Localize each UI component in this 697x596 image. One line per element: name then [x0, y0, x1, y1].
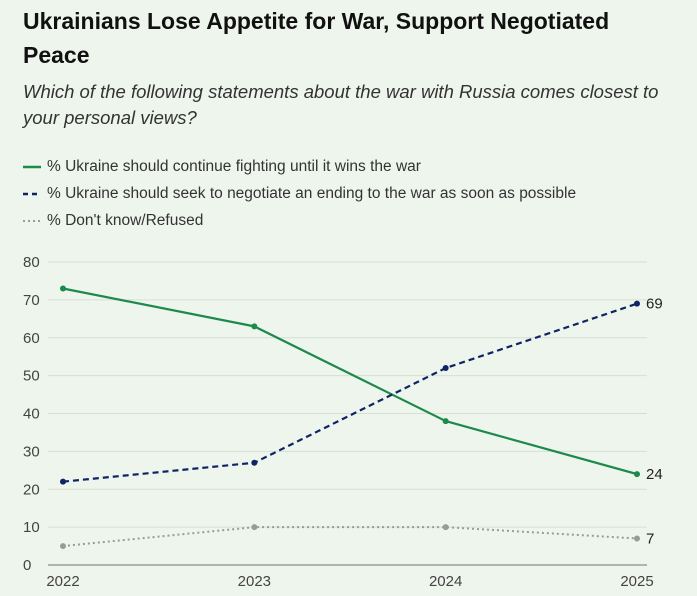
- data-point-dontknow: [442, 524, 449, 531]
- data-point-negotiate: [634, 300, 640, 307]
- x-tick-label: 2023: [238, 573, 271, 590]
- series-line-negotiate: [62, 302, 638, 483]
- y-tick-label: 30: [23, 443, 40, 460]
- legend-item-dontknow: % Don't know/Refused: [23, 207, 576, 234]
- data-point-fight: [251, 323, 258, 330]
- legend: % Ukraine should continue fighting until…: [23, 153, 576, 234]
- data-point-dontknow: [60, 543, 66, 550]
- data-point-fight: [60, 285, 66, 292]
- x-tick-label: 2025: [620, 573, 653, 590]
- chart-subtitle: Which of the following statements about …: [23, 81, 659, 128]
- end-label-fight: 24: [646, 466, 663, 483]
- y-tick-label: 50: [23, 368, 40, 385]
- legend-item-negotiate: % Ukraine should seek to negotiate an en…: [23, 180, 576, 207]
- legend-swatch-solid-icon: [23, 165, 45, 169]
- legend-swatch-dashed-icon: [23, 192, 45, 196]
- legend-label-fight: % Ukraine should continue fighting until…: [47, 157, 421, 175]
- data-point-negotiate: [251, 459, 258, 466]
- data-point-dontknow: [634, 535, 640, 542]
- y-tick-label: 0: [23, 557, 31, 574]
- data-point-fight: [634, 471, 640, 478]
- y-tick-label: 80: [23, 254, 40, 271]
- legend-label-negotiate: % Ukraine should seek to negotiate an en…: [47, 184, 577, 202]
- legend-item-fight: % Ukraine should continue fighting until…: [23, 153, 576, 180]
- x-tick-label: 2022: [46, 573, 79, 590]
- legend-swatch-dotted-icon: [23, 219, 45, 223]
- y-tick-label: 10: [23, 519, 40, 536]
- series-line-dontknow: [62, 526, 638, 548]
- series-line-fight: [62, 287, 638, 476]
- data-point-negotiate: [442, 365, 449, 372]
- x-tick-label: 2024: [429, 573, 462, 590]
- data-point-dontknow: [251, 524, 258, 531]
- legend-label-dontknow: % Don't know/Refused: [47, 211, 204, 229]
- data-point-negotiate: [60, 478, 66, 485]
- chart-title: Ukrainians Lose Appetite for War, Suppor…: [23, 8, 610, 68]
- data-point-fight: [442, 418, 449, 425]
- y-tick-label: 60: [23, 330, 40, 347]
- end-label-negotiate: 69: [646, 296, 663, 313]
- end-label-dontknow: 7: [646, 530, 654, 547]
- y-tick-label: 70: [23, 292, 40, 309]
- y-tick-label: 40: [23, 406, 40, 423]
- y-tick-label: 20: [23, 481, 40, 498]
